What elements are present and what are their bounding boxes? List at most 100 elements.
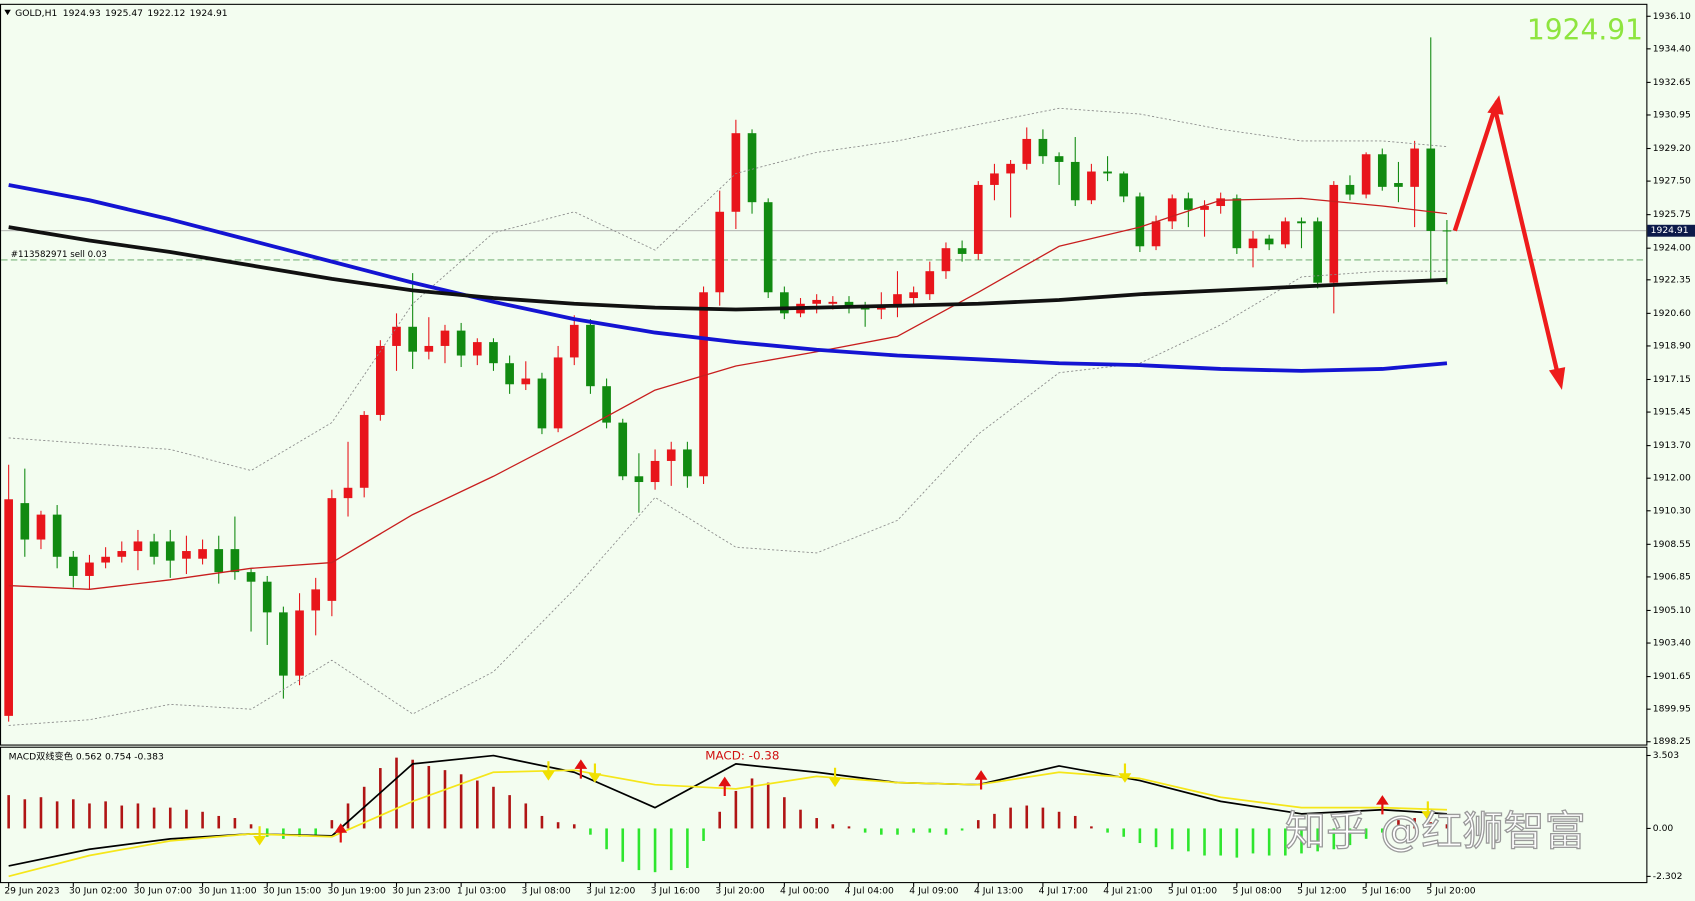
- macd-histogram-bar: [799, 809, 802, 829]
- macd-histogram-bar: [1332, 828, 1336, 850]
- macd-histogram-bar: [23, 799, 27, 829]
- candle-body: [1070, 161, 1080, 201]
- macd-histogram-bar: [912, 828, 915, 833]
- candle-body: [1054, 156, 1064, 162]
- y-tick-label: 1913.70: [1653, 440, 1691, 451]
- candle-body: [133, 541, 143, 552]
- candle-body: [602, 386, 611, 423]
- macd-histogram-bar: [346, 803, 350, 829]
- y-tick-label: 1917.15: [1653, 374, 1691, 385]
- candle-body: [456, 330, 466, 356]
- candle-body: [699, 292, 708, 477]
- macd-histogram-bar: [1445, 824, 1449, 829]
- y-tick-label: 1932.65: [1653, 77, 1691, 88]
- candle-body: [279, 612, 288, 676]
- y-tick-label: 1908.55: [1653, 539, 1691, 550]
- candle-body: [246, 572, 256, 582]
- candle-body: [1426, 148, 1436, 231]
- candle-body: [489, 342, 498, 364]
- candle-body: [376, 345, 385, 415]
- macd-histogram-bar: [1380, 828, 1384, 833]
- macd-histogram-bar: [249, 824, 253, 829]
- candle-body: [149, 541, 159, 557]
- candle-body: [747, 133, 757, 203]
- macd-histogram-bar: [540, 815, 544, 829]
- macd-histogram-bar: [734, 790, 738, 829]
- macd-histogram-bar: [750, 778, 754, 829]
- macd-histogram-bar: [508, 795, 511, 829]
- macd-histogram-bar: [1300, 828, 1303, 854]
- candles: [4, 37, 1452, 873]
- macd-histogram-bar: [233, 818, 237, 829]
- macd-histogram-bar: [1364, 828, 1368, 839]
- candle-body: [408, 326, 417, 352]
- macd-histogram-bar: [1073, 815, 1077, 829]
- main-pane: [0, 3, 1648, 746]
- menu-triangle[interactable]: [4, 9, 11, 16]
- candle-body: [4, 499, 13, 716]
- candle-body: [1377, 154, 1387, 187]
- candle-body: [311, 589, 321, 611]
- candle-body: [295, 610, 304, 676]
- x-tick-label: 5 Jul 16:00: [1362, 886, 1411, 897]
- x-tick-label: 5 Jul 20:00: [1426, 886, 1475, 897]
- macd-histogram-bar: [637, 828, 641, 871]
- candle-body: [1200, 206, 1209, 210]
- macd-histogram-bar: [443, 770, 447, 829]
- macd-histogram-bar: [1219, 828, 1222, 856]
- sell-arrow: [1118, 763, 1132, 783]
- candle-body: [1410, 148, 1419, 187]
- macd-histogram-bar: [1316, 828, 1319, 852]
- candle-body: [1232, 198, 1242, 249]
- candle-body: [1264, 238, 1274, 245]
- macd-histogram-bar: [993, 813, 996, 829]
- macd-histogram-bar: [960, 828, 964, 831]
- macd-histogram-bar: [880, 828, 883, 835]
- candle-body: [1151, 221, 1161, 247]
- sell-arrow: [588, 763, 602, 783]
- x-tick-label: 4 Jul 09:00: [909, 886, 958, 897]
- macd-histogram-bar: [411, 759, 414, 829]
- macd-histogram-bar: [718, 811, 722, 829]
- buy-arrow: [574, 759, 588, 779]
- x-tick-label: 30 Jun 19:00: [328, 886, 386, 897]
- macd-annotation: MACD: -0.38: [705, 748, 779, 762]
- axes: 1936.10 1934.40 1932.65 1930.95 1929.20 1927.…: [4, 11, 1695, 897]
- y-tick-label: 1912.00: [1653, 473, 1691, 484]
- macd-histogram-bar: [136, 803, 140, 829]
- macd-histogram-bar: [55, 801, 59, 829]
- candle-body: [198, 549, 207, 559]
- macd-histogram-bar: [944, 828, 948, 835]
- candle-body: [1006, 163, 1015, 174]
- header: GOLD,H1 1924.93 1925.47 1922.12 1924.91: [15, 7, 227, 18]
- candle-body: [521, 378, 531, 385]
- y-tick-label: 1898.25: [1653, 736, 1691, 747]
- candle-body: [343, 487, 353, 499]
- x-tick-label: 3 Jul 08:00: [521, 886, 570, 897]
- sell-arrow: [828, 767, 842, 788]
- candle-body: [424, 345, 434, 352]
- candle-body: [586, 324, 595, 387]
- indicator-line: [8, 225, 1448, 312]
- macd-histogram-bar: [1187, 828, 1190, 852]
- candle-body: [1103, 171, 1112, 174]
- macd-histogram-bar: [1235, 828, 1239, 858]
- macd-histogram-bar: [896, 828, 899, 835]
- macd-histogram-bar: [168, 807, 172, 829]
- macd-histogram-bar: [88, 803, 91, 829]
- x-tick-label: 30 Jun 07:00: [134, 886, 192, 897]
- macd-histogram-bar: [1106, 828, 1109, 833]
- candle-body: [553, 357, 563, 429]
- macd-pane: [0, 746, 1648, 884]
- candle-body: [812, 299, 821, 304]
- candle-body: [844, 301, 854, 308]
- candle-body: [828, 301, 838, 304]
- candle-body: [1442, 230, 1452, 232]
- candle-body: [1394, 183, 1403, 187]
- candle-body: [731, 133, 741, 212]
- x-tick-label: 30 Jun 23:00: [392, 886, 450, 897]
- current-price-label: 1924.91: [1651, 225, 1689, 236]
- y-tick-label: 1936.10: [1653, 11, 1691, 22]
- x-tick-label: 1 Jul 03:00: [457, 886, 506, 897]
- candle-body: [230, 549, 240, 573]
